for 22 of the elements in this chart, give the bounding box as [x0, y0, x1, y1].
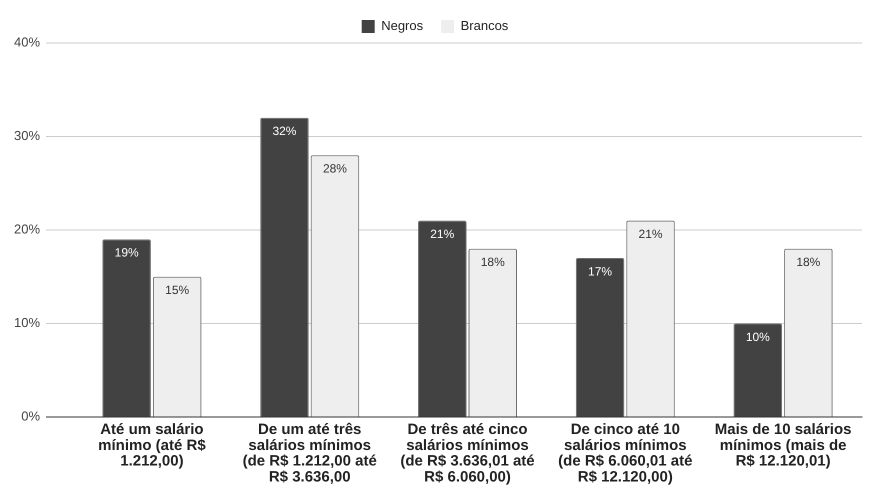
data-label: 18%: [796, 255, 821, 270]
x-tick-label: De cinco até 10 salários mínimos (de R$ 6.060,01 até R$ 12.120,00): [558, 421, 692, 486]
data-label: 17%: [588, 264, 612, 278]
data-label: 10%: [746, 330, 770, 344]
data-label: 21%: [638, 226, 663, 241]
y-tick-label: 40%: [14, 34, 40, 50]
data-label: 28%: [322, 162, 348, 176]
y-tick-label: 0%: [21, 408, 40, 424]
x-tick-label: Mais de 10 salários mínimos (mais de R$ 12.120,01): [714, 421, 852, 470]
x-tick-label: De três até cinco salários mínimos (de R$ 3.636,01 até R$ 6.060,00): [400, 421, 535, 486]
data-label: 32%: [272, 124, 297, 138]
data-label: 18%: [480, 255, 506, 270]
y-tick-label: 20%: [14, 222, 40, 237]
legend-label: Negros: [381, 18, 424, 34]
data-label: 15%: [165, 283, 190, 298]
x-tick-label: De um até três salários mínimos (de R$ 1.212,00 até R$ 3.636,00: [242, 421, 377, 486]
legend-label: Brancos: [460, 18, 509, 34]
data-label: 21%: [430, 226, 455, 241]
y-tick-label: 30%: [14, 128, 40, 144]
data-label: 19%: [114, 246, 139, 260]
y-tick-label: 10%: [14, 315, 40, 330]
x-tick-label: Até um salário mínimo (até R$ 1.212,00): [98, 421, 206, 470]
